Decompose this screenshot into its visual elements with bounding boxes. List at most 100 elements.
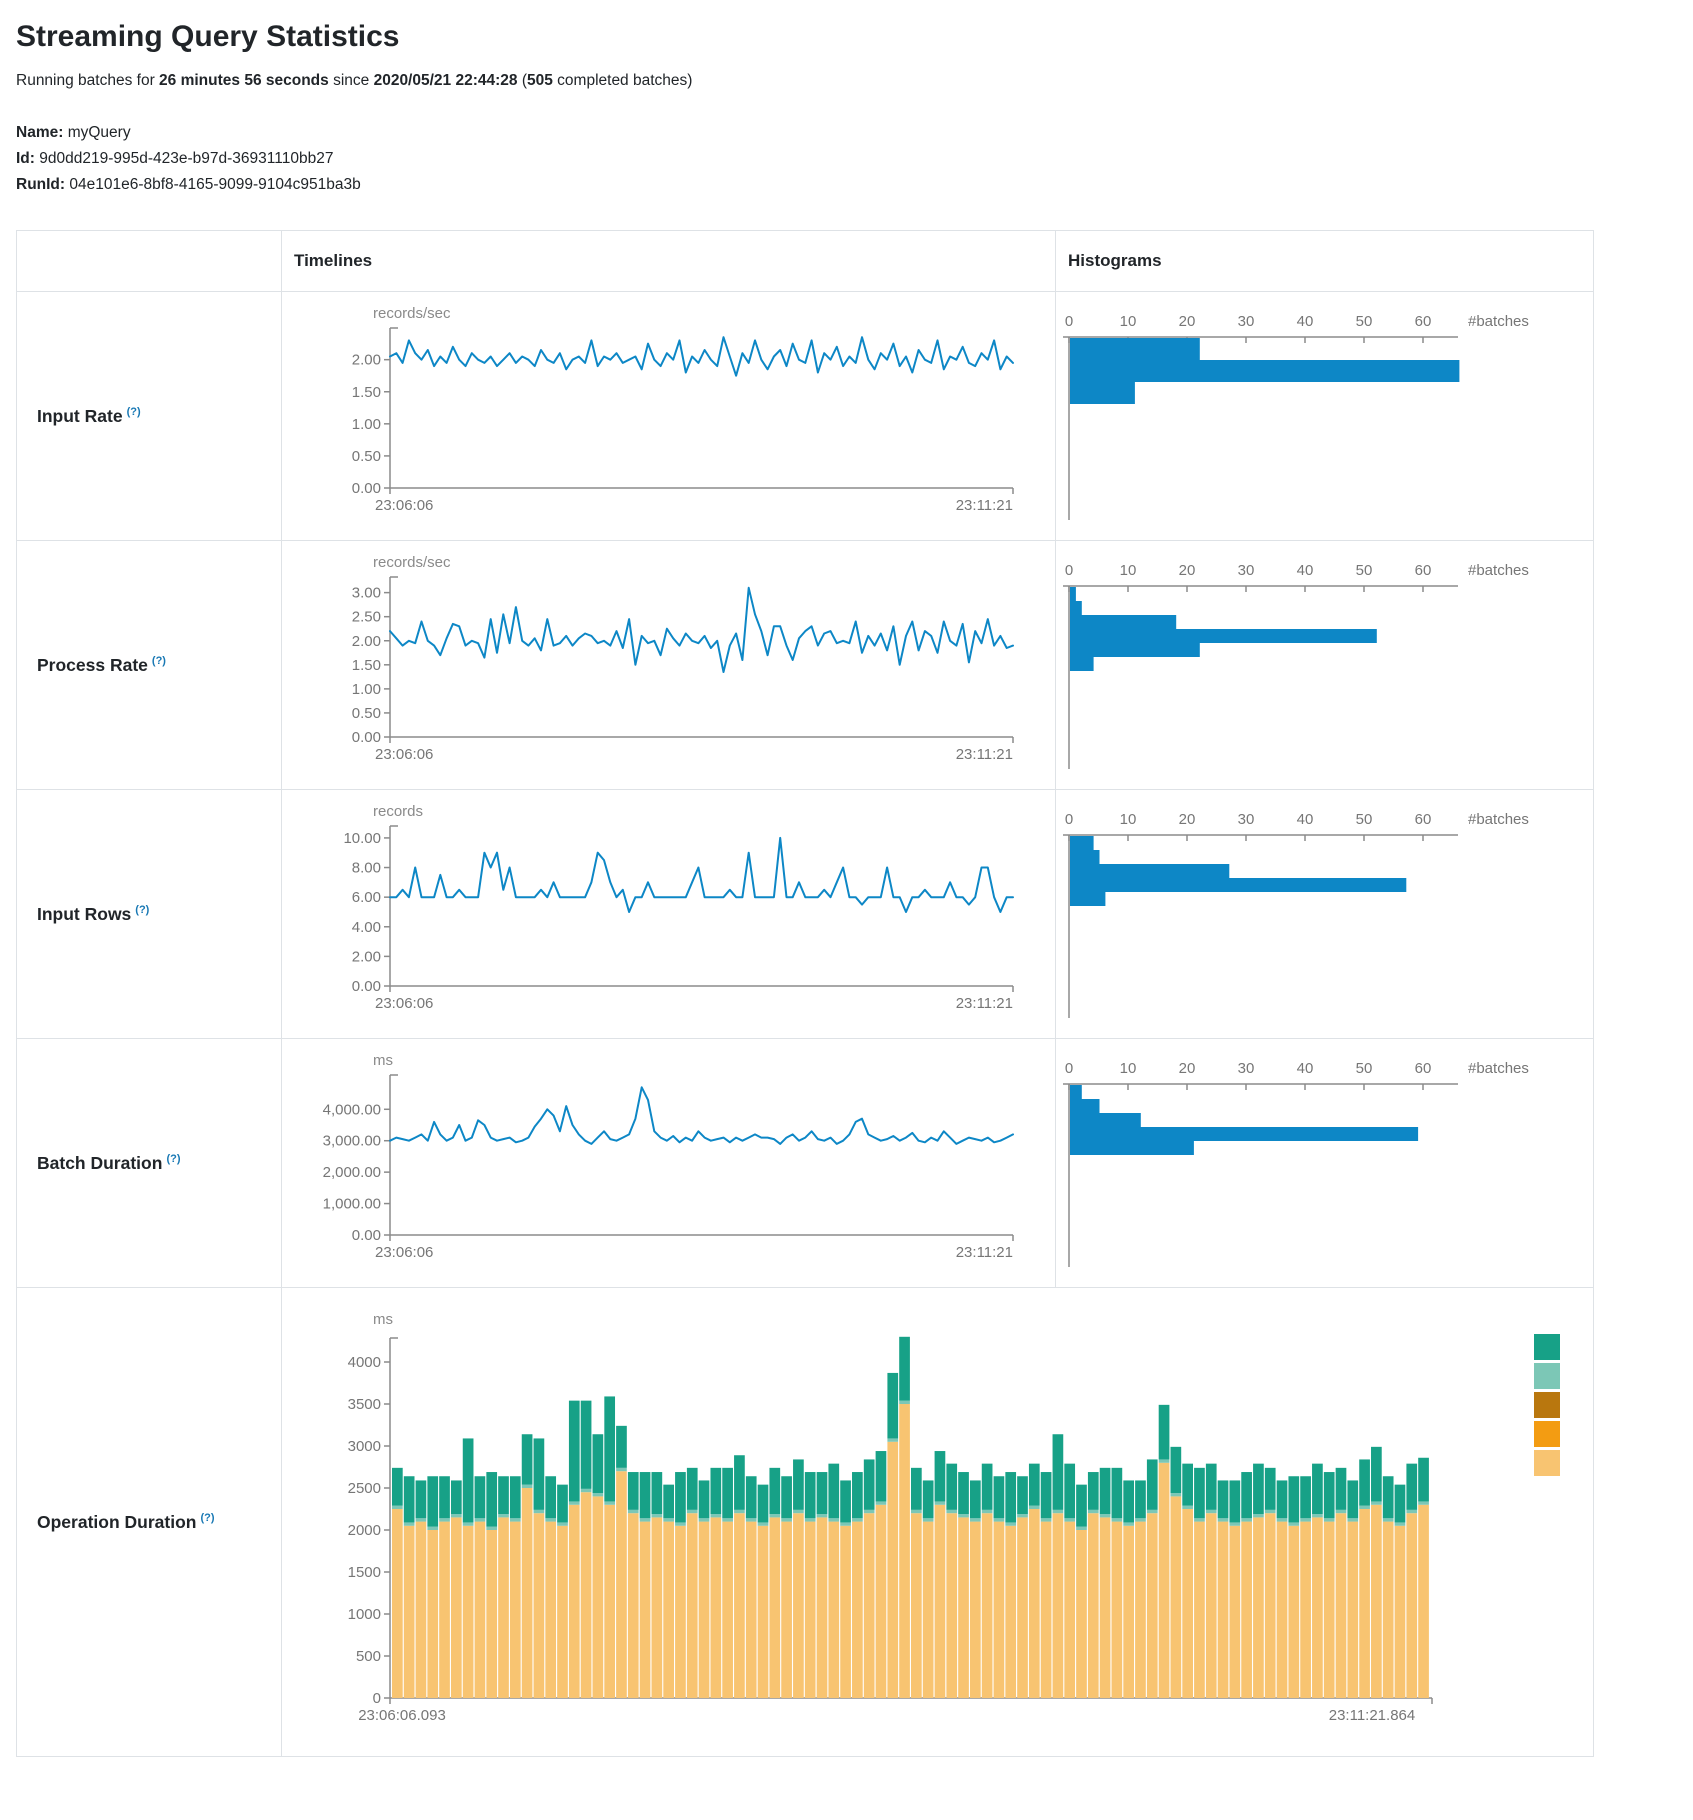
- svg-text:1.00: 1.00: [352, 416, 381, 433]
- svg-text:10: 10: [1120, 1060, 1137, 1077]
- svg-text:0: 0: [1065, 811, 1073, 828]
- table-row-batch-duration: Batch Duration (?) ms 0.00 1,000.00 2,000.00…: [16, 1038, 1594, 1288]
- input-rows-histogram-chart: 0 10 20 30 40 50 60 #batches: [1056, 790, 1593, 1038]
- svg-text:4000: 4000: [348, 1354, 381, 1371]
- header-empty-cell: [16, 230, 282, 292]
- table-header-row: Timelines Histograms: [16, 230, 1594, 292]
- svg-text:20: 20: [1179, 562, 1196, 579]
- svg-text:ms: ms: [373, 1052, 393, 1069]
- svg-text:#batches: #batches: [1468, 313, 1529, 330]
- svg-text:0: 0: [1065, 1060, 1073, 1077]
- svg-text:40: 40: [1297, 562, 1314, 579]
- svg-text:23:11:21.864: 23:11:21.864: [1329, 1707, 1415, 1724]
- svg-text:23:11:21: 23:11:21: [956, 1244, 1013, 1261]
- svg-text:60: 60: [1415, 562, 1432, 579]
- summary-prefix: Running batches for: [16, 72, 160, 89]
- statistics-table: Timelines Histograms Input Rate (?) recor…: [16, 230, 1594, 1757]
- svg-text:2.00: 2.00: [352, 352, 381, 369]
- svg-text:10: 10: [1120, 811, 1137, 828]
- streaming-query-statistics-page: Streaming Query Statistics Running batch…: [16, 20, 1693, 1757]
- svg-text:20: 20: [1179, 1060, 1196, 1077]
- svg-text:23:11:21: 23:11:21: [956, 746, 1013, 763]
- process-rate-label: Process Rate (?): [37, 654, 166, 675]
- query-name-line: Name: myQuery: [16, 120, 1693, 146]
- svg-text:3,000.00: 3,000.00: [323, 1133, 381, 1150]
- query-id-line: Id: 9d0dd219-995d-423e-b97d-36931110bb27: [16, 146, 1693, 172]
- svg-text:50: 50: [1356, 313, 1373, 330]
- svg-text:40: 40: [1297, 1060, 1314, 1077]
- query-metadata: Name: myQuery Id: 9d0dd219-995d-423e-b97…: [16, 120, 1693, 198]
- process-rate-help-icon[interactable]: (?): [151, 654, 166, 667]
- svg-text:2500: 2500: [348, 1480, 381, 1497]
- svg-text:1,000.00: 1,000.00: [323, 1196, 381, 1213]
- id-label: Id:: [16, 150, 35, 167]
- svg-text:4,000.00: 4,000.00: [323, 1101, 381, 1118]
- svg-text:10: 10: [1120, 562, 1137, 579]
- svg-text:0: 0: [1065, 562, 1073, 579]
- svg-text:2.00: 2.00: [352, 633, 381, 650]
- summary-paren: (: [517, 72, 527, 89]
- svg-text:40: 40: [1297, 811, 1314, 828]
- svg-text:500: 500: [356, 1648, 381, 1665]
- svg-text:30: 30: [1238, 313, 1255, 330]
- svg-text:ms: ms: [373, 1311, 393, 1328]
- process-rate-timeline-chart: records/sec 0.00 0.50 1.00 1.50 2.00 2.50 3.00 2…: [282, 541, 1055, 789]
- batch-duration-label: Batch Duration (?): [37, 1152, 181, 1173]
- operation-duration-stacked-chart: ms 0 500 1000 1500 2000 2500 3000 3500 4000 23:06:…: [282, 1288, 1593, 1756]
- svg-text:0.00: 0.00: [352, 978, 381, 995]
- svg-text:2.50: 2.50: [352, 609, 381, 626]
- runid-label: RunId:: [16, 176, 66, 193]
- runid-value: 04e101e6-8bf8-4165-9099-9104c951ba3b: [69, 176, 361, 193]
- running-duration: 26 minutes 56 seconds: [159, 72, 329, 89]
- svg-text:1500: 1500: [348, 1564, 381, 1581]
- batch-duration-help-icon[interactable]: (?): [166, 1152, 181, 1165]
- svg-text:2000: 2000: [348, 1522, 381, 1539]
- operation-duration-help-icon[interactable]: (?): [200, 1511, 215, 1524]
- svg-text:23:11:21: 23:11:21: [956, 497, 1013, 514]
- start-timestamp: 2020/05/21 22:44:28: [373, 72, 518, 89]
- svg-text:0.00: 0.00: [352, 729, 381, 746]
- svg-text:1.50: 1.50: [352, 384, 381, 401]
- input-rows-help-icon[interactable]: (?): [135, 903, 150, 916]
- input-rate-histogram-chart: 0 10 20 30 40 50 60 #batches: [1056, 292, 1593, 540]
- svg-text:30: 30: [1238, 562, 1255, 579]
- svg-text:0.00: 0.00: [352, 1227, 381, 1244]
- svg-text:#batches: #batches: [1468, 811, 1529, 828]
- svg-text:30: 30: [1238, 1060, 1255, 1077]
- timelines-column-header: Timelines: [294, 251, 373, 270]
- table-row-operation-duration: Operation Duration (?) ms 0 500 1000 1500 2000…: [16, 1287, 1594, 1757]
- batch-duration-timeline-chart: ms 0.00 1,000.00 2,000.00 3,000.00 4,000.00 23…: [282, 1039, 1055, 1287]
- svg-text:1000: 1000: [348, 1606, 381, 1623]
- id-value: 9d0dd219-995d-423e-b97d-36931110bb27: [39, 150, 334, 167]
- svg-text:0: 0: [1065, 313, 1073, 330]
- summary-mid: since: [328, 72, 374, 89]
- svg-text:10: 10: [1120, 313, 1137, 330]
- svg-text:23:06:06: 23:06:06: [375, 497, 433, 514]
- svg-text:30: 30: [1238, 811, 1255, 828]
- svg-text:8.00: 8.00: [352, 860, 381, 877]
- svg-text:23:06:06: 23:06:06: [375, 995, 433, 1012]
- svg-text:#batches: #batches: [1468, 562, 1529, 579]
- svg-text:50: 50: [1356, 562, 1373, 579]
- batch-duration-histogram-chart: 0 10 20 30 40 50 60 #batches: [1056, 1039, 1593, 1287]
- svg-text:10.00: 10.00: [343, 830, 381, 847]
- input-rate-label: Input Rate (?): [37, 405, 141, 426]
- svg-text:3000: 3000: [348, 1438, 381, 1455]
- svg-text:20: 20: [1179, 313, 1196, 330]
- operation-duration-label: Operation Duration (?): [37, 1511, 215, 1532]
- summary-suffix: completed batches): [552, 72, 693, 89]
- input-rows-label: Input Rows (?): [37, 903, 150, 924]
- histograms-column-header: Histograms: [1068, 251, 1162, 270]
- svg-text:1.00: 1.00: [352, 681, 381, 698]
- svg-text:60: 60: [1415, 313, 1432, 330]
- svg-text:40: 40: [1297, 313, 1314, 330]
- table-row-process-rate: Process Rate (?) records/sec 0.00 0.50 1.00 1…: [16, 540, 1594, 790]
- running-batches-summary: Running batches for 26 minutes 56 second…: [16, 72, 1693, 90]
- name-value: myQuery: [67, 124, 131, 141]
- svg-text:23:11:21: 23:11:21: [956, 995, 1013, 1012]
- query-runid-line: RunId: 04e101e6-8bf8-4165-9099-9104c951b…: [16, 172, 1693, 198]
- svg-text:2,000.00: 2,000.00: [323, 1164, 381, 1181]
- input-rate-help-icon[interactable]: (?): [126, 405, 141, 418]
- svg-text:20: 20: [1179, 811, 1196, 828]
- svg-text:records/sec: records/sec: [373, 554, 451, 571]
